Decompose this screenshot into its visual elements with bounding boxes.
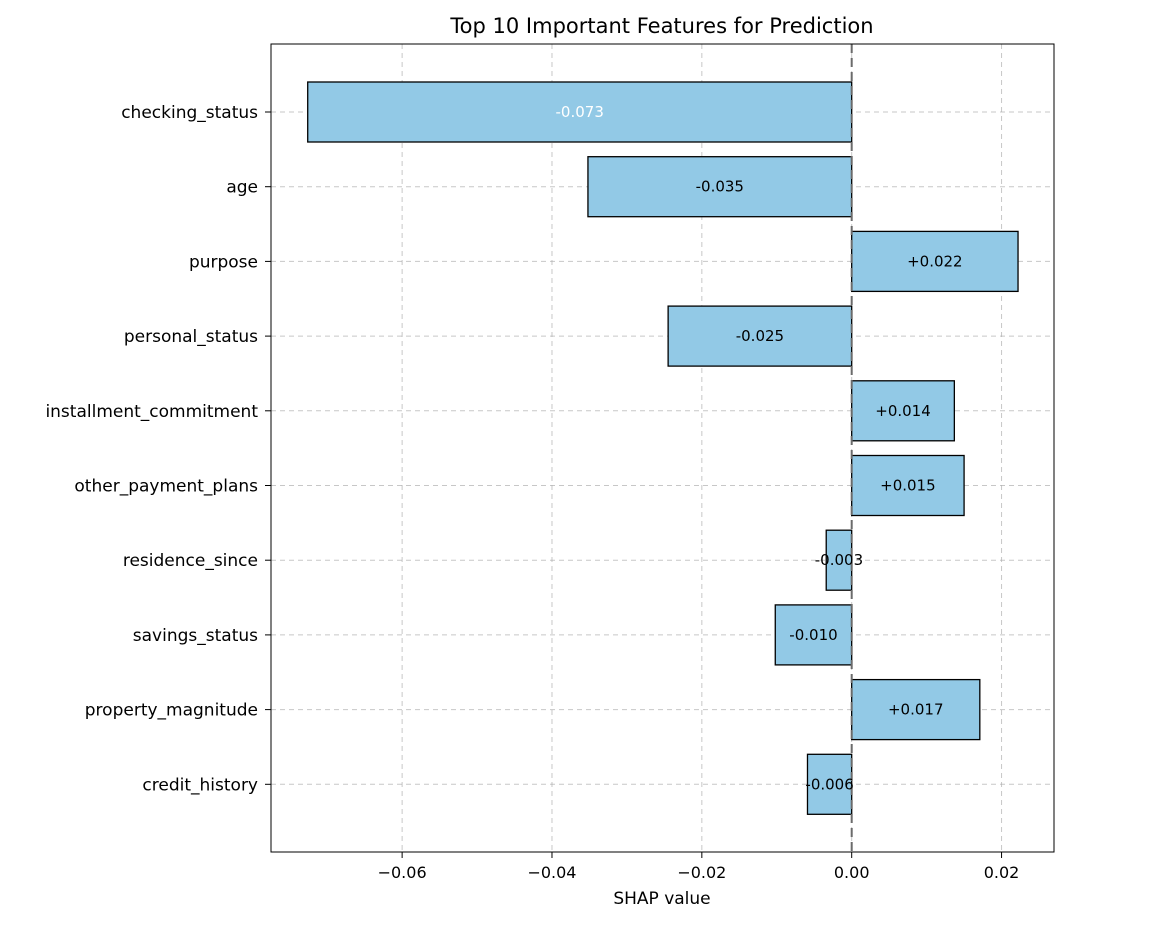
y-tick-label: savings_status bbox=[133, 626, 258, 646]
data-label: +0.014 bbox=[875, 402, 931, 420]
bar bbox=[667, 305, 853, 367]
bar bbox=[587, 156, 853, 218]
data-label: +0.022 bbox=[907, 252, 963, 270]
data-labels-layer: -0.073 -0.035 +0.022 -0.025 +0.014 +0.015 -0.0… bbox=[556, 103, 963, 793]
y-tick-label: residence_since bbox=[123, 551, 258, 571]
data-label: -0.073 bbox=[556, 103, 604, 121]
bar bbox=[825, 529, 853, 591]
data-label: +0.015 bbox=[880, 477, 936, 495]
x-tick-label: 0.02 bbox=[984, 863, 1020, 882]
grid-layer bbox=[271, 44, 1054, 852]
bar bbox=[806, 753, 853, 815]
y-tick-label: checking_status bbox=[121, 103, 258, 123]
bar bbox=[851, 678, 981, 741]
chart-title: Top 10 Important Features for Prediction bbox=[449, 14, 873, 38]
y-tick-label: age bbox=[226, 178, 258, 198]
x-tick-label: −0.02 bbox=[677, 863, 726, 882]
x-axis: −0.06 −0.04 −0.02 0.00 0.02 bbox=[378, 852, 1020, 882]
y-tick-label: other_payment_plans bbox=[74, 477, 258, 497]
data-label: -0.006 bbox=[805, 775, 853, 793]
data-label: -0.010 bbox=[789, 626, 837, 644]
bars-layer bbox=[307, 81, 1019, 815]
bar bbox=[307, 81, 853, 143]
x-axis-label: SHAP value bbox=[613, 889, 710, 909]
bar bbox=[774, 604, 853, 666]
data-label: +0.017 bbox=[888, 701, 944, 719]
y-tick-label: credit_history bbox=[142, 775, 258, 795]
x-tick-label: −0.06 bbox=[378, 863, 427, 882]
data-label: -0.003 bbox=[815, 551, 863, 569]
y-tick-label: installment_commitment bbox=[45, 402, 258, 422]
data-label: -0.035 bbox=[696, 178, 744, 196]
y-tick-label: purpose bbox=[189, 252, 258, 272]
x-tick-label: 0.00 bbox=[834, 863, 870, 882]
data-label: -0.025 bbox=[736, 327, 784, 345]
plot-frame bbox=[270, 43, 1055, 853]
y-tick-label: property_magnitude bbox=[85, 701, 258, 721]
y-tick-label: personal_status bbox=[124, 327, 258, 347]
x-tick-label: −0.04 bbox=[527, 863, 576, 882]
